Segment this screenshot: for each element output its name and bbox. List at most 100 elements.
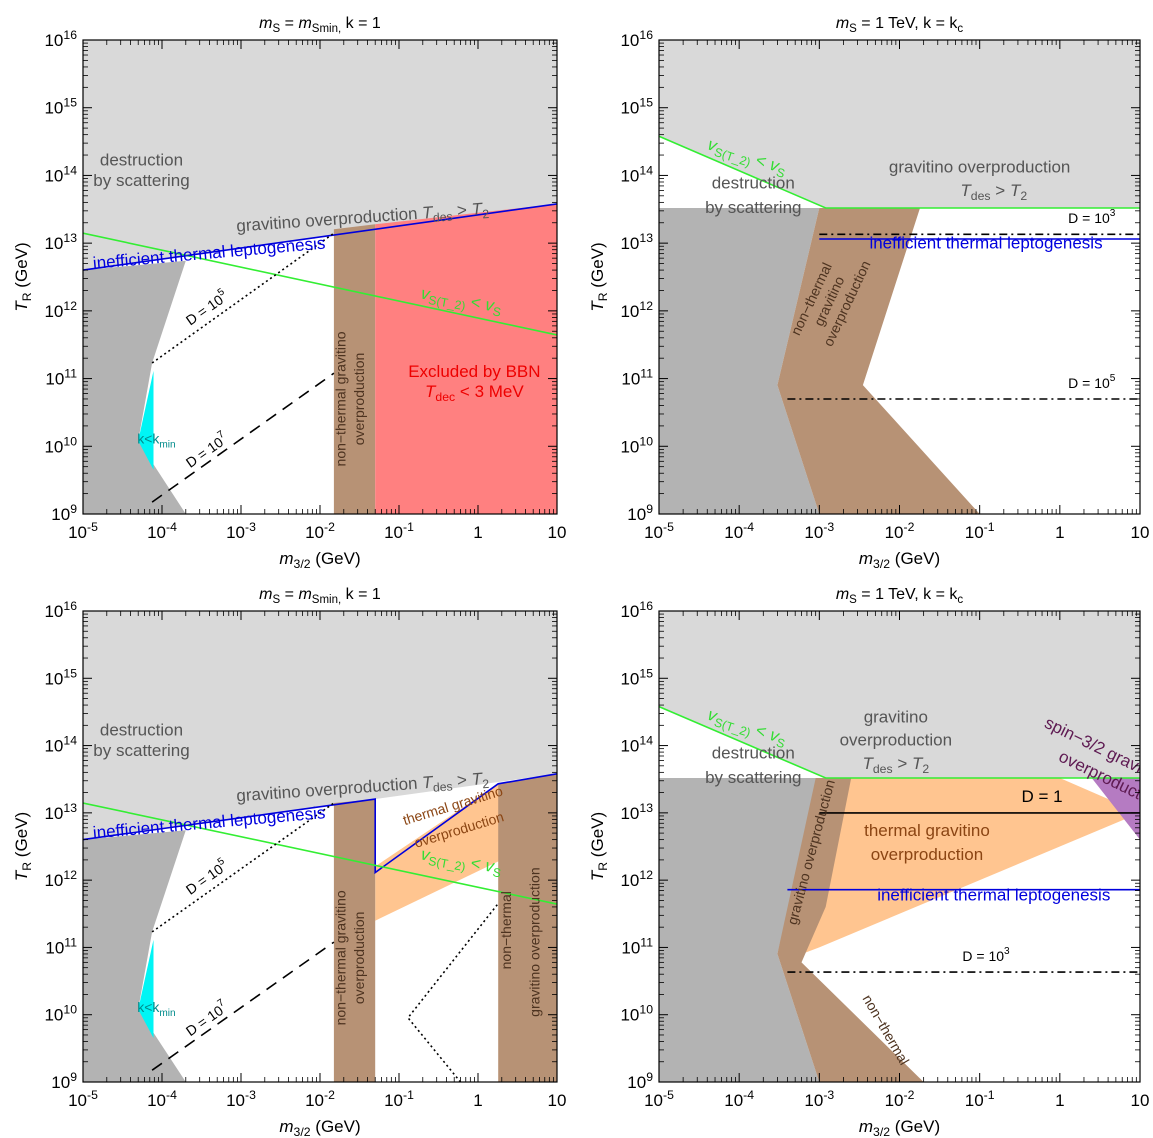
y-tick-label: 1015​: [620, 666, 653, 688]
annotation-10: thermal gravitino: [864, 821, 990, 840]
x-tick-label: 10-1​: [384, 520, 414, 542]
y-tick-label: 109​: [51, 502, 77, 524]
annotation-7: vS(T_2)​ < vS​: [419, 845, 504, 881]
y-tick-label: 1014​: [44, 163, 77, 185]
y-tick-label: 1016​: [620, 28, 653, 50]
annotation-12: inefficient thermal leptogenesis: [877, 885, 1110, 904]
region-gravitino-overproduction-tdes: [659, 611, 1140, 778]
x-axis-label: m3/2​ (GeV): [279, 1117, 360, 1138]
x-tick-label: 10-2​: [885, 1088, 915, 1110]
x-tick-label: 10-2​: [305, 520, 335, 542]
y-tick-label: 1010​: [620, 1003, 653, 1025]
x-tick-label: 10-4​: [724, 520, 754, 542]
y-tick-label: 109​: [51, 1070, 77, 1092]
y-tick-label: 109​: [627, 502, 653, 524]
y-axis-label: TR​ (GeV): [588, 812, 610, 881]
annotation-6: by scattering: [705, 768, 801, 787]
plot-area: vS(T_2)​ < vS​ gravitino overproductionTd…: [659, 40, 1140, 514]
y-tick-label: 1012​: [620, 299, 653, 321]
x-tick-label: 10-5​: [644, 520, 674, 542]
y-tick-label: 1015​: [44, 96, 77, 118]
region-destruction-scattering: [83, 260, 186, 514]
x-tick-label: 10-4​: [724, 1088, 754, 1110]
y-tick-label: 1015​: [44, 666, 77, 688]
line-vs-condition: [659, 135, 1140, 209]
region-gravitino-overproduction-tdes: [659, 40, 1140, 208]
x-tick-label: 10-5​: [644, 1088, 674, 1110]
line-inefficient-leptogenesis: [83, 773, 557, 875]
y-tick-label: 1011​: [621, 367, 653, 389]
y-tick-label: 1011​: [621, 935, 653, 957]
annotation-2: by scattering: [93, 171, 189, 190]
x-tick-label: 10-4​: [147, 520, 177, 542]
annotation-3: gravitino overproduction Tdes​ > T2​: [236, 199, 490, 239]
x-tick-label: 10-4​: [147, 1088, 177, 1110]
y-tick-label: 1016​: [44, 28, 77, 50]
x-tick-label: 10: [1131, 523, 1150, 542]
y-tick-label: 1011​: [45, 367, 77, 389]
x-tick-label: 1: [473, 523, 482, 542]
y-tick-label: 1010​: [44, 434, 77, 456]
y-tick-label: 1012​: [44, 868, 77, 890]
region-spin32-overproduction: [1091, 778, 1140, 840]
annotation-12: D = 105​: [182, 856, 231, 898]
y-tick-label: 1011​: [45, 935, 77, 957]
x-tick-label: 1: [1055, 1091, 1064, 1110]
y-tick-label: 1016​: [44, 599, 77, 621]
x-tick-label: 10-5​: [68, 520, 98, 542]
x-tick-label: 10: [1131, 1091, 1150, 1110]
x-tick-label: 10-3​: [226, 1088, 256, 1110]
annotation-2: by scattering: [93, 741, 189, 760]
region-nonthermal-overproduction: [333, 224, 376, 514]
panel-2: vS(T_2)​ < vS​ gravitino overproductionTd…: [588, 15, 1149, 571]
region-destruction-scattering: [83, 830, 186, 1082]
annotation-4: destruction: [712, 174, 795, 193]
region-nonthermal-overproduction-left: [333, 799, 376, 1082]
annotation-6: D = 103​: [1068, 208, 1116, 226]
x-tick-label: 10-1​: [384, 1088, 414, 1110]
annotation-2: gravitino overproduction: [889, 158, 1070, 177]
line-vs-condition: [83, 232, 557, 336]
y-tick-label: 109​: [627, 1070, 653, 1092]
x-axis-label: m3/2​ (GeV): [859, 549, 940, 571]
annotation-7: inefficient thermal leptogenesis: [869, 234, 1102, 253]
annotation-4: Tdes​ > T2​: [862, 754, 929, 776]
annotation-10: D = 105​: [182, 286, 231, 328]
line-dilution-1e5-right: [406, 903, 499, 1082]
region-gravitino-overproduction-tdes: [83, 611, 557, 840]
x-tick-label: 10-2​: [885, 520, 915, 542]
annotation-1: destruction: [100, 721, 183, 740]
y-tick-label: 1013​: [620, 801, 653, 823]
x-tick-label: 10: [548, 523, 567, 542]
line-dilution-1e7: [151, 372, 335, 503]
annotation-7: Tdec​ < 3 MeV: [425, 382, 524, 404]
annotation-11: overproduction: [871, 845, 983, 864]
annotation-13: D = 107​: [182, 997, 231, 1039]
line-dilution-1e5: [151, 802, 335, 933]
x-tick-label: 10-2​: [305, 1088, 335, 1110]
x-tick-label: 10-1​: [965, 520, 995, 542]
region-destruction-scattering: [659, 208, 820, 514]
panel-4: vS(T_2)​ < vS​gravitinooverproductionTde…: [588, 586, 1150, 1138]
annotation-2: gravitino: [864, 708, 928, 727]
annotation-12: k<kmin​: [137, 430, 175, 450]
region-k-below-kmin: [138, 370, 154, 470]
region-excluded-bbn: [375, 203, 557, 514]
line-dilution-1e7: [151, 941, 335, 1071]
annotation-6: Excluded by BBN: [408, 362, 540, 381]
y-tick-label: 1014​: [620, 163, 653, 185]
x-tick-label: 10-5​: [68, 1088, 98, 1110]
x-tick-label: 10-3​: [226, 520, 256, 542]
y-axis-label: TR​ (GeV): [12, 242, 34, 311]
annotation-9: overproduction: [351, 353, 367, 446]
y-tick-label: 1010​: [44, 1003, 77, 1025]
line-inefficient-leptogenesis: [83, 203, 557, 271]
x-axis-label: m3/2​ (GeV): [859, 1117, 940, 1138]
annotation-8: non−thermal gravitino: [332, 890, 348, 1025]
annotation-5: by scattering: [705, 198, 801, 217]
annotation-14: D = 103​: [962, 946, 1010, 964]
